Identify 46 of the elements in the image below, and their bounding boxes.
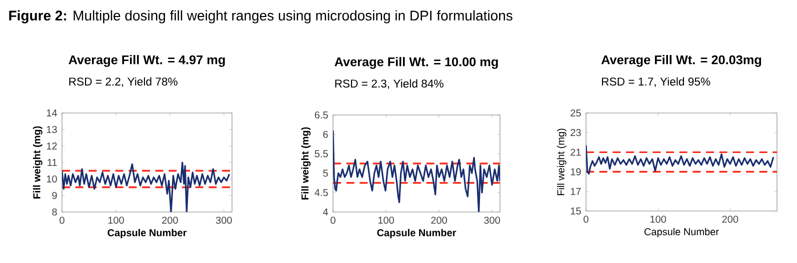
y-tick-label: 21 [570,148,581,156]
y-tick-label: 17 [570,188,581,195]
y-axis-title: Fill weight (mg) [557,128,566,196]
x-tick-label: 300 [484,216,500,224]
x-tick-label: 300 [216,216,232,224]
x-tick-label: 100 [108,216,124,224]
line-series [62,162,230,212]
x-axis-title: Capsule Number [644,228,719,238]
y-axis-title: Fill weight (mg) [301,127,311,200]
chart-title: Average Fill Wt. = 4.97 mg [68,54,225,67]
x-tick-label: 100 [378,216,394,224]
line-series [333,130,500,212]
y-tick-label: 19 [570,168,581,176]
y-tick-label: 13 [46,126,57,134]
x-tick-label: 0 [330,216,336,224]
y-tick-label: 9 [52,192,57,200]
y-tick-label: 5.5 [314,150,328,158]
y-tick-label: 10 [46,175,57,183]
text: Figure 2: Multiple dosing fill weight ranges using microdosing in DPI formulations [9,10,512,24]
y-axis-title: Fill weight (mg) [33,126,42,198]
y-tick-label: 15 [570,207,581,214]
x-axis-title: Capsule Number [108,228,187,238]
y-tick-label: 4.5 [314,189,328,196]
y-tick-label: 6 [323,130,328,138]
x-axis-title: Capsule Number [377,228,456,238]
y-tick-label: 12 [46,142,57,150]
x-tick-label: 0 [584,216,588,223]
y-tick-label: 23 [570,129,581,136]
chart-title: Average Fill Wt. = 20.03mg [601,54,762,67]
y-tick-label: 25 [570,109,581,117]
y-tick-label: 5 [323,170,328,177]
chart-subtitle: RSD = 1.7, Yield 95% [602,77,710,87]
x-tick-label: 200 [722,216,738,223]
line-series [586,144,774,175]
x-tick-label: 0 [60,216,64,224]
chart-subtitle: RSD = 2.3, Yield 84% [335,79,444,89]
x-tick-label: 200 [431,216,447,224]
y-tick-label: 8 [52,208,57,216]
x-tick-label: 100 [650,216,666,223]
y-tick-label: 6.5 [314,111,328,119]
chart-title: Average Fill Wt. = 10.00 mg [334,56,498,69]
x-tick-label: 200 [162,216,178,224]
y-tick-label: 4 [322,208,328,216]
y-tick-label: 14 [46,110,58,116]
y-tick-label: 11 [48,159,57,166]
chart-subtitle: RSD = 2.2, Yield 78% [69,77,178,87]
